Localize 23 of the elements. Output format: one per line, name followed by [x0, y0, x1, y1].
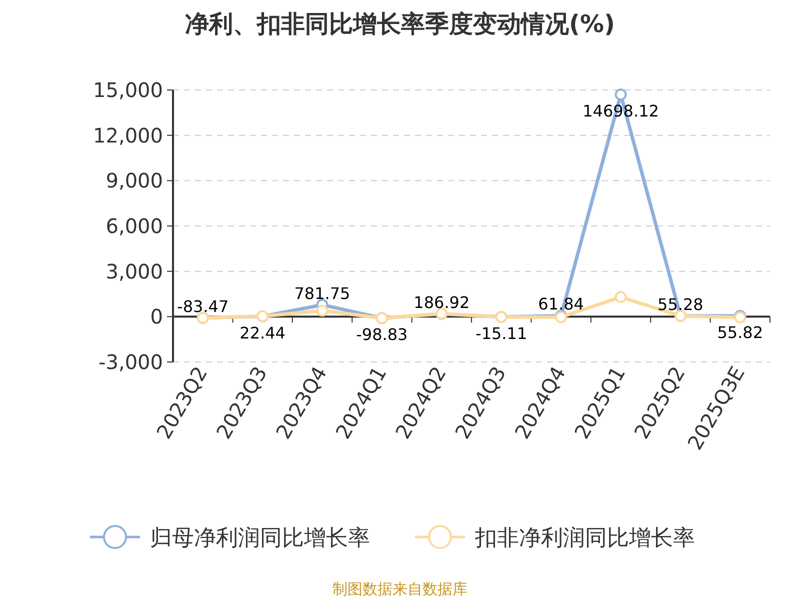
- data-label: 186.92: [414, 292, 470, 312]
- chart-title: 净利、扣非同比增长率季度变动情况(%): [185, 10, 615, 38]
- y-tick-label: 0: [150, 304, 163, 329]
- data-label: 55.82: [717, 322, 764, 342]
- data-label: 55.28: [658, 294, 704, 314]
- data-label: 22.44: [240, 323, 286, 342]
- legend-label: 归母净利润同比增长率: [150, 526, 370, 551]
- y-tick-label: 12,000: [93, 123, 163, 148]
- point: [316, 304, 328, 317]
- point: [614, 88, 627, 101]
- data-label: -15.11: [476, 324, 528, 343]
- data-label: 781.75: [294, 284, 350, 303]
- text: 制图数据来自数据库: [332, 580, 468, 598]
- data-label: -98.83: [356, 325, 408, 344]
- data-label: 14698.12: [582, 102, 659, 121]
- y-tick-label: 6,000: [106, 214, 163, 238]
- legend-label: 扣非净利润同比增长率: [474, 526, 695, 551]
- data-label: -83.47: [177, 296, 229, 316]
- y-tick-label: 15,000: [93, 78, 163, 102]
- data-label: 61.84: [538, 294, 584, 314]
- y-tick-label: 3,000: [106, 259, 163, 284]
- y-tick-label: 9,000: [106, 168, 163, 193]
- point: [614, 291, 627, 304]
